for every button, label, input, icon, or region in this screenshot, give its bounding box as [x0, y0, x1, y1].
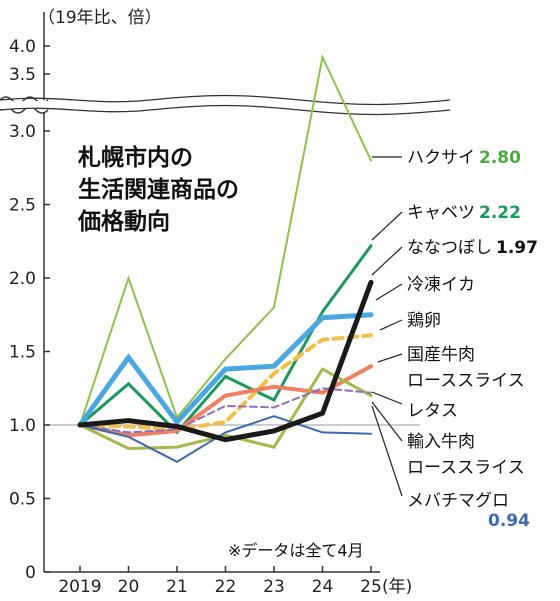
axis-break-wave — [0, 104, 451, 116]
series-line-ハクサイ — [79, 54, 372, 426]
series-label-メバチマグロ: メバチマグロ — [407, 491, 509, 511]
series-line-冷凍イカ — [77, 312, 374, 428]
leader-line — [371, 401, 403, 442]
series-value-ななつぼし: 1.97 — [496, 238, 538, 258]
series-line-ななつぼし — [77, 279, 374, 443]
axis-break-gap — [0, 101, 560, 109]
series-lines — [77, 54, 374, 463]
axes: 0 0.5 1.0 1.5 2.0 2.5 3.0 3.5 4.0 2019 20 21 22 23 24 2… — [0, 12, 560, 597]
axis-break-wave — [0, 94, 451, 106]
y-tick-label: 1.0 — [9, 416, 36, 436]
leader-line — [371, 246, 403, 276]
x-tick-label: 2019 — [58, 577, 101, 597]
series-value-ハクサイ: 2.80 — [479, 148, 521, 168]
leader-line — [371, 211, 403, 241]
series-line-レタス — [78, 367, 373, 451]
x-tick-label: 25 — [360, 577, 382, 597]
series-label-国産牛肉ローススライス: ローススライス — [407, 371, 525, 391]
leader-line — [379, 319, 403, 331]
y-tick-label: 0.5 — [9, 490, 36, 510]
y-tick-label: 3.5 — [9, 65, 36, 85]
leader-line — [377, 353, 403, 363]
series-line-国産牛肉ローススライス — [78, 364, 373, 438]
y-tick-label: 4.0 — [9, 37, 36, 57]
series-labels: ハクサイ 2.80 キャベツ 2.22 冷凍イカ鶏卵国産牛肉ローススライスレタス輸入牛肉… — [371, 148, 538, 531]
chart-title-line-2: 生活関連商品の — [78, 176, 239, 203]
x-unit-label: (年) — [382, 577, 412, 597]
series-label-輸入牛肉ローススライス: 輸入牛肉 — [407, 432, 475, 452]
series-label-ななつぼし: ななつぼし — [407, 238, 492, 258]
chart-title-line-1: 札幌市内の — [77, 144, 193, 171]
y-tick-label: 0 — [25, 563, 36, 583]
series-label-レタス: レタス — [407, 401, 458, 421]
series-label-輸入牛肉ローススライス: ローススライス — [407, 458, 525, 478]
x-tick-label: 21 — [166, 577, 188, 597]
y-tick-label: 3.0 — [9, 122, 36, 142]
series-label-ハクサイ: ハクサイ — [407, 148, 475, 168]
series-line-キャベツ — [78, 244, 373, 435]
y-tick-label: 2.0 — [9, 269, 36, 289]
leader-line — [371, 391, 403, 405]
series-line-鶏卵 — [78, 333, 373, 432]
series-label-国産牛肉ローススライス: 国産牛肉 — [407, 345, 475, 365]
series-value-キャベツ: 2.22 — [479, 203, 521, 223]
leader-line — [371, 405, 403, 497]
x-tick-label: 23 — [263, 577, 285, 597]
y-tick-label: 1.5 — [9, 343, 36, 363]
x-tick-label: 24 — [312, 577, 334, 597]
series-value-メバチマグロ: 0.94 — [488, 511, 530, 531]
series-label-キャベツ: キャベツ — [407, 203, 475, 223]
x-tick-label: 20 — [118, 577, 140, 597]
leader-line — [375, 283, 403, 301]
series-line-輸入牛肉ローススライス — [79, 387, 372, 434]
data-note: ※データは全て4月 — [228, 541, 364, 560]
series-label-冷凍イカ: 冷凍イカ — [407, 275, 475, 295]
y-tick-label: 2.5 — [9, 196, 36, 216]
x-tick-label: 22 — [215, 577, 237, 597]
series-line-メバチマグロ — [79, 415, 372, 463]
unit-label: （19年比、倍） — [38, 8, 162, 28]
chart-title-line-3: 価格動向 — [77, 208, 170, 235]
series-label-鶏卵: 鶏卵 — [407, 311, 441, 331]
